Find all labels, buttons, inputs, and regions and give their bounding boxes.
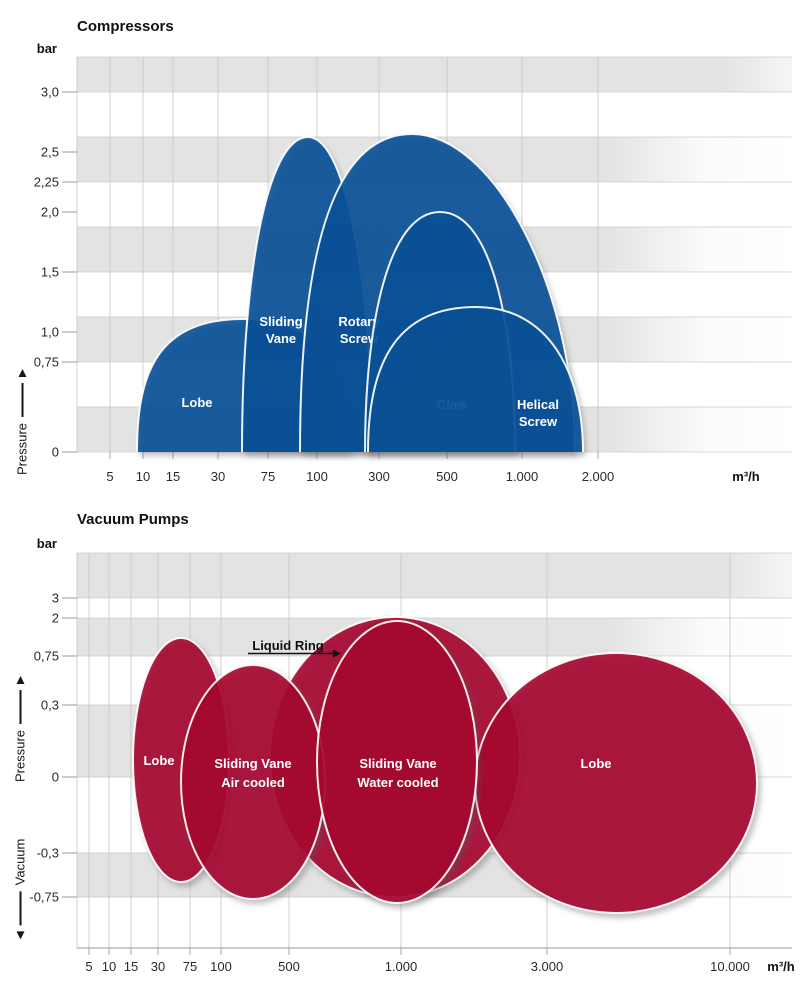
x-tick-label: 100 xyxy=(210,959,232,974)
region-label-sliding-vane-water-cooled: Water cooled xyxy=(357,775,438,790)
y-tick-label: 0,3 xyxy=(41,698,59,713)
x-tick-label: 5 xyxy=(106,469,113,484)
pressure-axis-line xyxy=(21,382,23,417)
y-tick-label: 2 xyxy=(52,611,59,626)
up-arrow-icon xyxy=(16,675,24,684)
x-tick-label: 30 xyxy=(211,469,225,484)
y-tick-label: 0,75 xyxy=(34,649,59,664)
x-tick-label: 100 xyxy=(306,469,328,484)
vacuum-chart-pressure-axis-label: Pressure xyxy=(12,675,28,783)
annotation-arrowhead-icon xyxy=(333,649,341,658)
region-label-lobe-large-: Lobe xyxy=(580,756,611,771)
vacuum-bar-unit-label: bar xyxy=(36,536,57,551)
x-tick-label: 300 xyxy=(368,469,390,484)
x-tick-label: 500 xyxy=(278,959,300,974)
compressors-pressure-axis-label: Pressure xyxy=(14,368,30,476)
compressors-title: Compressors xyxy=(77,18,174,35)
region-sliding-vane-water-cooled xyxy=(316,620,478,904)
x-tick-label: 10 xyxy=(102,959,116,974)
y-tick-label: 2,0 xyxy=(41,205,59,220)
x-tick-label: 3.000 xyxy=(531,959,564,974)
region-outline-rotary-screw xyxy=(299,132,576,453)
y-tick-label: 0,75 xyxy=(34,355,59,370)
vacuum-axis-line xyxy=(19,891,21,926)
region-label-rotary-screw: Rotary xyxy=(338,314,380,329)
compressors-chart: 3,0 2,5 2,25 2,0 1,5 1,0 0,75 0 5 10 15 30 75 100 300 5… xyxy=(34,56,792,484)
x-tick-label: 30 xyxy=(151,959,165,974)
region-label-rotary-screw: Screw xyxy=(340,331,379,346)
y-tick-label: -0,75 xyxy=(29,890,59,905)
x-tick-label: 75 xyxy=(261,469,275,484)
region-lobe-large- xyxy=(474,652,758,914)
y-tick-label: -0,3 xyxy=(37,846,59,861)
vacuum-pumps-title: Vacuum Pumps xyxy=(77,511,189,528)
y-tick-label: 0 xyxy=(52,770,59,785)
pressure-axis-text: Pressure xyxy=(12,729,28,783)
x-tick-label: 2.000 xyxy=(582,469,615,484)
x-tick-label: 10.000 xyxy=(710,959,750,974)
region-label-lobe: Lobe xyxy=(181,395,212,410)
y-tick-label: 1,5 xyxy=(41,265,59,280)
region-label-sliding-vane-air-cooled: Sliding Vane xyxy=(214,756,291,771)
compressors-bar-unit-label: bar xyxy=(36,41,57,56)
background-band xyxy=(77,57,792,92)
region-label-helical-screw: Screw xyxy=(519,414,558,429)
up-arrow-icon xyxy=(18,368,26,377)
x-tick-label: 10 xyxy=(136,469,150,484)
region-label-sliding-vane-water-cooled: Sliding Vane xyxy=(359,756,436,771)
vacuum-pumps-chart: 3 2 0,75 0,3 0 -0,3 -0,75 5 10 15 30 75 100 500 1.000 3… xyxy=(29,552,795,974)
region-label-sliding-vane: Sliding xyxy=(259,314,302,329)
x-tick-label: 1.000 xyxy=(506,469,539,484)
y-tick-label: 1,0 xyxy=(41,325,59,340)
liquid-ring-annotation-text: Liquid Ring xyxy=(252,638,324,653)
y-tick-label: 3,0 xyxy=(41,85,59,100)
y-tick-label: 0 xyxy=(52,445,59,460)
x-axis-unit-label: m³/h xyxy=(767,959,795,974)
x-tick-label: 1.000 xyxy=(385,959,418,974)
pressure-axis-text: Pressure xyxy=(14,422,30,476)
y-tick-label: 2,25 xyxy=(34,175,59,190)
y-tick-label: 3 xyxy=(52,591,59,606)
vacuum-axis-text: Vacuum xyxy=(12,838,28,886)
region-label-sliding-vane: Vane xyxy=(266,331,296,346)
region-label-helical-screw: Helical xyxy=(517,397,559,412)
x-tick-label: 500 xyxy=(436,469,458,484)
region-label-sliding-vane-air-cooled: Air cooled xyxy=(221,775,285,790)
region-outline-helical-screw xyxy=(367,305,584,453)
x-tick-label: 75 xyxy=(183,959,197,974)
x-tick-label: 5 xyxy=(85,959,92,974)
vacuum-chart-vacuum-axis-label: Vacuum xyxy=(13,839,28,940)
x-tick-label: 15 xyxy=(166,469,180,484)
region-helical-screw xyxy=(368,307,583,452)
background-band xyxy=(77,553,792,598)
x-tick-label: 15 xyxy=(124,959,138,974)
y-tick-label: 2,5 xyxy=(41,145,59,160)
pressure-axis-line xyxy=(19,689,21,724)
down-arrow-icon xyxy=(16,931,24,940)
region-label-lobe: Lobe xyxy=(143,753,174,768)
x-axis-unit-label: m³/h xyxy=(732,469,760,484)
